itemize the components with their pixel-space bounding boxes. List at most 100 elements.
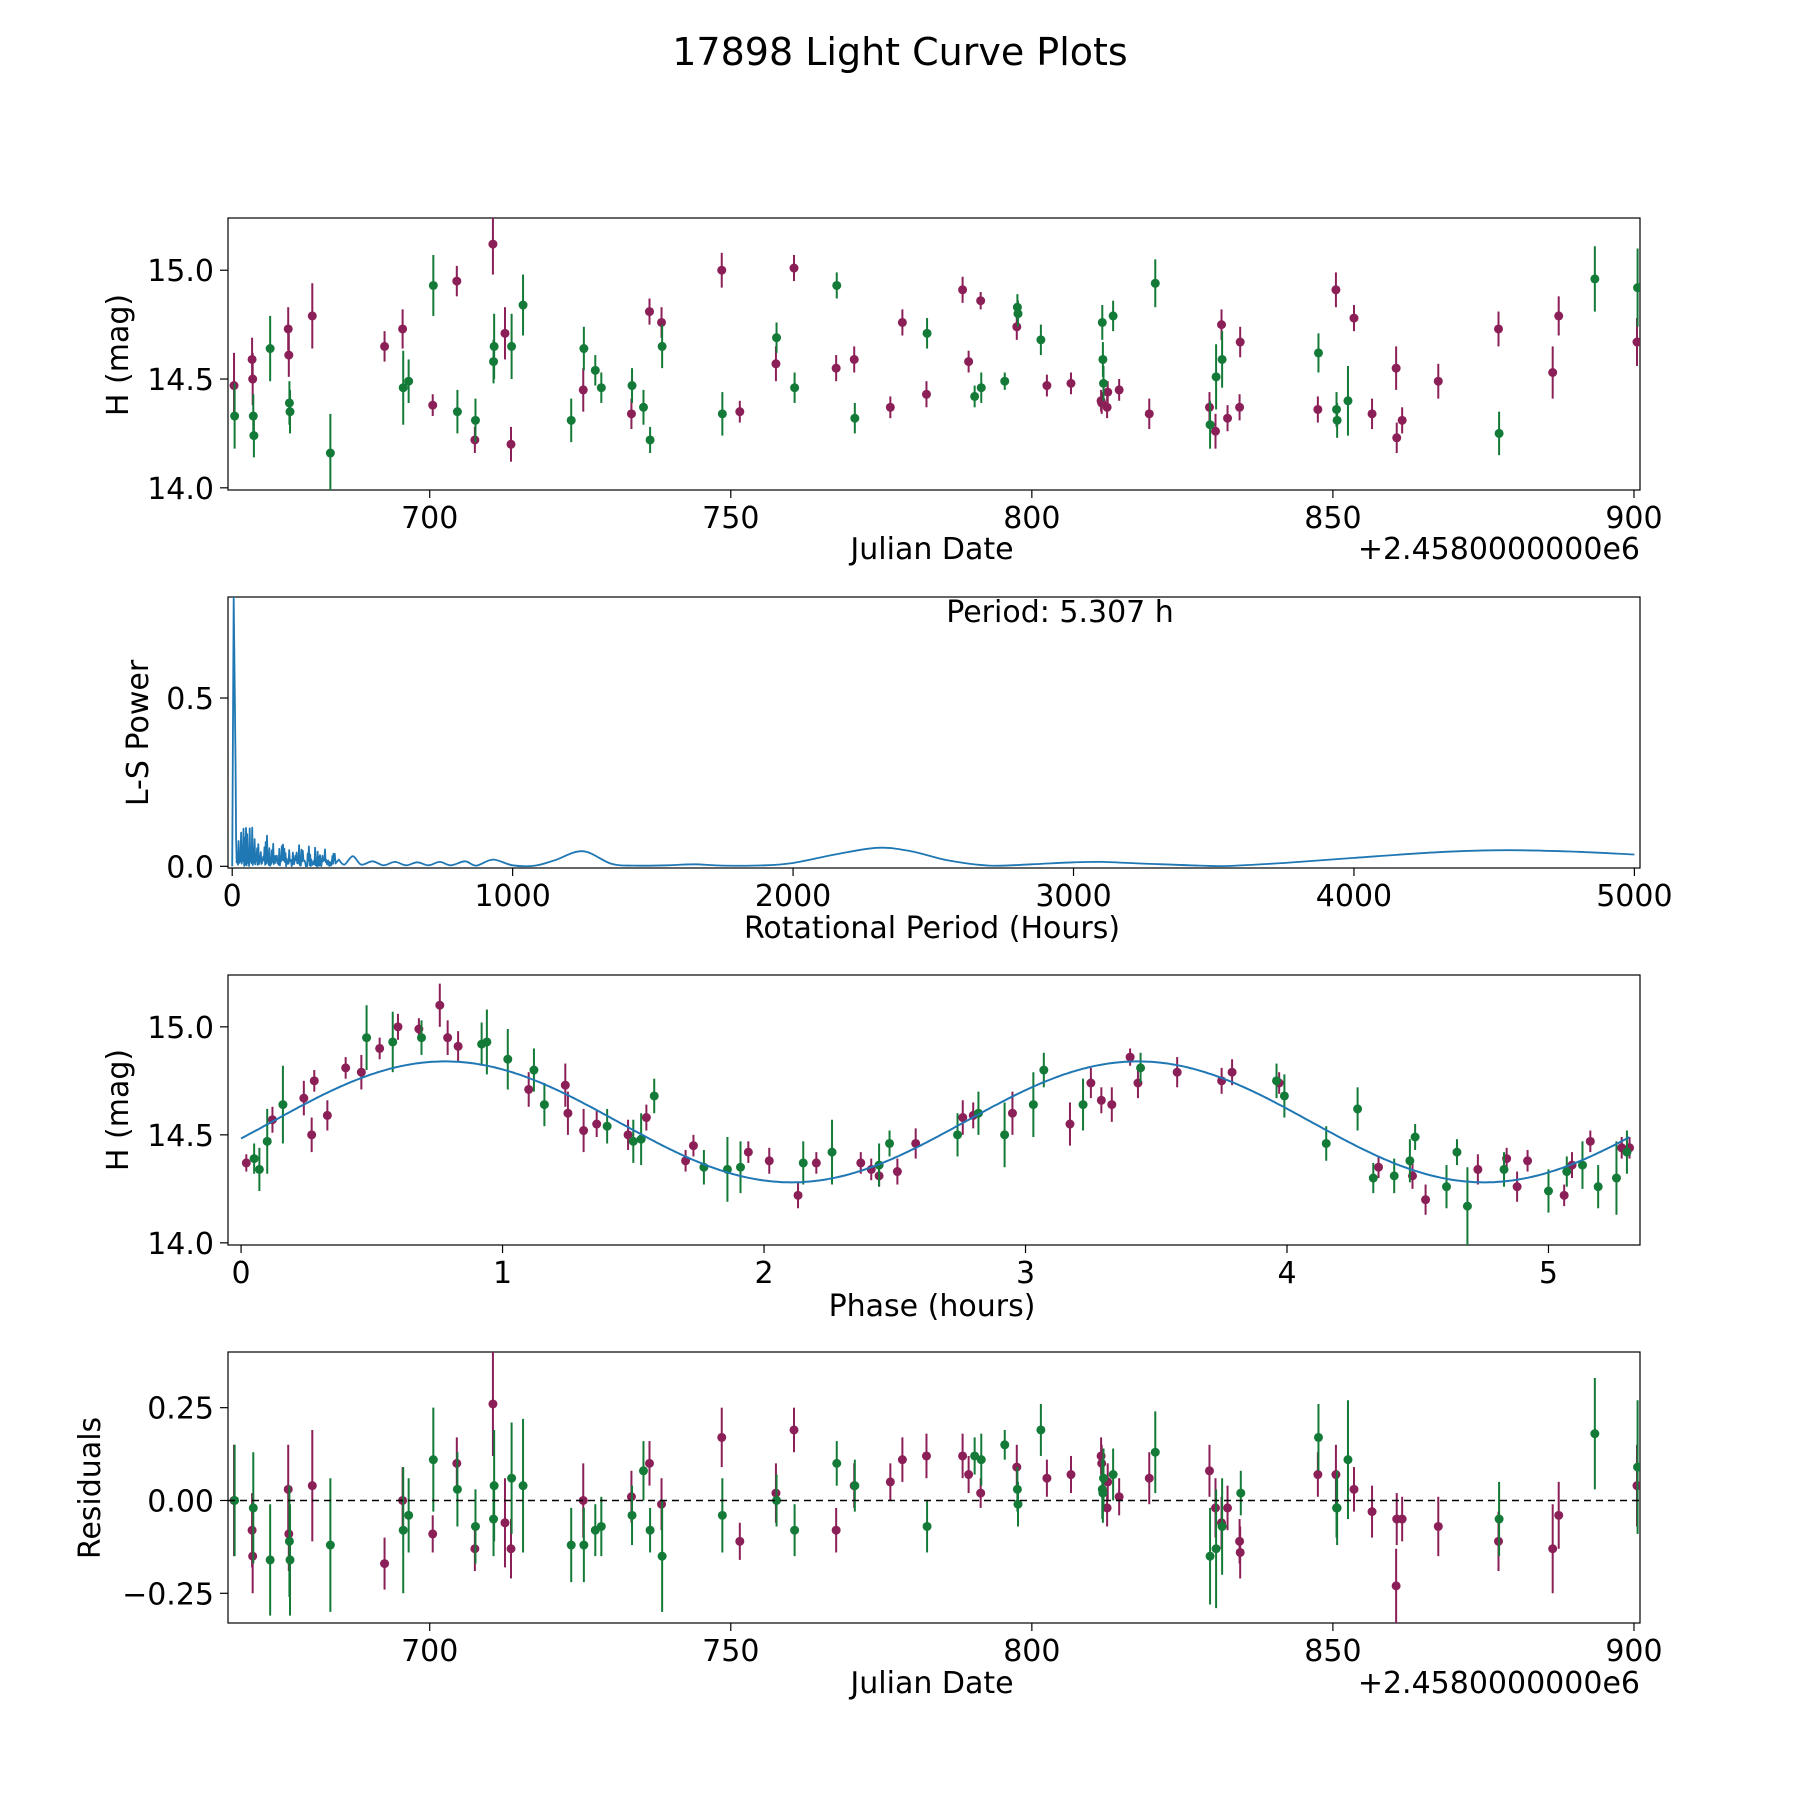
residuals-xtick-label: 800 xyxy=(1003,1634,1060,1669)
lightcurve-point xyxy=(1013,309,1023,319)
lightcurve-point xyxy=(1150,278,1160,288)
residuals-point xyxy=(644,1458,654,1468)
panel-lightcurve: H (mag) Julian Date +2.4580000000e6 xyxy=(101,294,1640,567)
lightcurve-point xyxy=(717,409,727,419)
phased-point xyxy=(827,1147,837,1157)
lightcurve-point xyxy=(1313,348,1323,358)
lightcurve-point xyxy=(627,381,637,391)
phased-axes: 0 1 2 3 4 5 14.0 14.5 15.0 xyxy=(147,974,1641,1291)
lightcurve-point xyxy=(1099,378,1109,388)
residuals-point xyxy=(500,1518,510,1528)
residuals-point xyxy=(404,1510,414,1520)
residuals-point xyxy=(1343,1455,1353,1465)
residuals-point xyxy=(1211,1544,1221,1554)
periodogram-xtick-label: 4000 xyxy=(1316,879,1392,914)
lightcurve-point xyxy=(735,407,745,417)
residuals-point xyxy=(285,1555,295,1565)
phased-point xyxy=(1086,1078,1096,1088)
lightcurve-point xyxy=(1102,402,1112,412)
phased-point xyxy=(1096,1095,1106,1105)
phased-point xyxy=(393,1022,403,1032)
phased-point xyxy=(1107,1100,1117,1110)
lightcurve-xtick-label: 700 xyxy=(401,501,458,536)
lightcurve-offset-label: +2.4580000000e6 xyxy=(1358,532,1640,567)
lightcurve-point xyxy=(470,415,480,425)
residuals-point xyxy=(1144,1473,1154,1483)
residuals-point xyxy=(627,1510,637,1520)
lightcurve-point xyxy=(1433,376,1443,386)
lightcurve-point xyxy=(500,328,510,338)
lightcurve-point xyxy=(1217,320,1227,330)
residuals-point xyxy=(717,1510,727,1520)
lightcurve-point xyxy=(248,374,258,384)
periodogram-xtick-label: 5000 xyxy=(1596,879,1672,914)
residuals-point xyxy=(1042,1473,1052,1483)
residuals-ytick-label: 0.00 xyxy=(147,1484,214,1519)
lightcurve-point xyxy=(970,391,980,401)
lightcurve-point xyxy=(398,324,408,334)
lightcurve-point xyxy=(1331,285,1341,295)
residuals-point xyxy=(579,1540,589,1550)
lightcurve-point xyxy=(976,383,986,393)
lightcurve-point xyxy=(596,383,606,393)
phased-point xyxy=(1442,1182,1452,1192)
residuals-point xyxy=(922,1521,932,1531)
phased-point xyxy=(388,1037,398,1047)
phased-point xyxy=(435,1000,445,1010)
phased-point xyxy=(254,1164,264,1174)
residuals-point xyxy=(428,1529,438,1539)
phased-point xyxy=(1462,1201,1472,1211)
lightcurve-point xyxy=(790,383,800,393)
lightcurve-xlabel: Julian Date xyxy=(848,532,1013,567)
phased-point xyxy=(1562,1167,1572,1177)
phased-xtick-label: 0 xyxy=(232,1256,251,1291)
phased-point xyxy=(529,1065,539,1075)
residuals-point xyxy=(1099,1473,1109,1483)
lightcurve-xtick-label: 750 xyxy=(702,501,759,536)
lightcurve-point xyxy=(831,363,841,373)
residuals-marks xyxy=(228,1352,1640,1623)
residuals-point xyxy=(1236,1488,1246,1498)
lightcurve-point xyxy=(789,263,799,273)
residuals-point xyxy=(645,1525,655,1535)
residuals-point xyxy=(325,1540,335,1550)
phased-point xyxy=(1543,1186,1553,1196)
phased-point xyxy=(1136,1063,1146,1073)
lightcurve-point xyxy=(638,402,648,412)
residuals-point xyxy=(921,1451,931,1461)
phased-point xyxy=(1007,1108,1017,1118)
phased-point xyxy=(1452,1147,1462,1157)
phased-point xyxy=(1499,1164,1509,1174)
phased-xtick-label: 5 xyxy=(1539,1256,1558,1291)
lightcurve-point xyxy=(452,276,462,286)
phased-xtick-label: 1 xyxy=(493,1256,512,1291)
panel-phased: H (mag) Phase (hours) xyxy=(101,1049,1035,1324)
lightcurve-point xyxy=(566,415,576,425)
lightcurve-point xyxy=(265,344,275,354)
phased-marks xyxy=(240,983,1635,1245)
residuals-point xyxy=(470,1521,480,1531)
phased-point xyxy=(299,1093,309,1103)
lightcurve-point xyxy=(1036,335,1046,345)
lightcurve-point xyxy=(1391,363,1401,373)
lightcurve-point xyxy=(1235,402,1245,412)
lightcurve-xtick-label: 800 xyxy=(1003,501,1060,536)
residuals-xtick-label: 900 xyxy=(1605,1634,1662,1669)
period-annotation: Period: 5.307 h xyxy=(946,595,1174,630)
residuals-point xyxy=(1223,1503,1233,1513)
residuals-point xyxy=(790,1525,800,1535)
lightcurve-point xyxy=(644,307,654,317)
phased-point xyxy=(341,1063,351,1073)
residuals-point xyxy=(380,1559,390,1569)
lightcurve-point xyxy=(1210,426,1220,436)
lightcurve-point xyxy=(1493,324,1503,334)
phased-point xyxy=(1078,1100,1088,1110)
lightcurve-point xyxy=(1114,385,1124,395)
phased-point xyxy=(241,1158,251,1168)
lightcurve-point xyxy=(832,280,842,290)
lightcurve-point xyxy=(1392,433,1402,443)
phased-point xyxy=(1272,1076,1282,1086)
residuals-xlabel: Julian Date xyxy=(848,1666,1013,1701)
lightcurve-ylabel: H (mag) xyxy=(101,294,136,416)
lightcurve-point xyxy=(657,317,667,327)
